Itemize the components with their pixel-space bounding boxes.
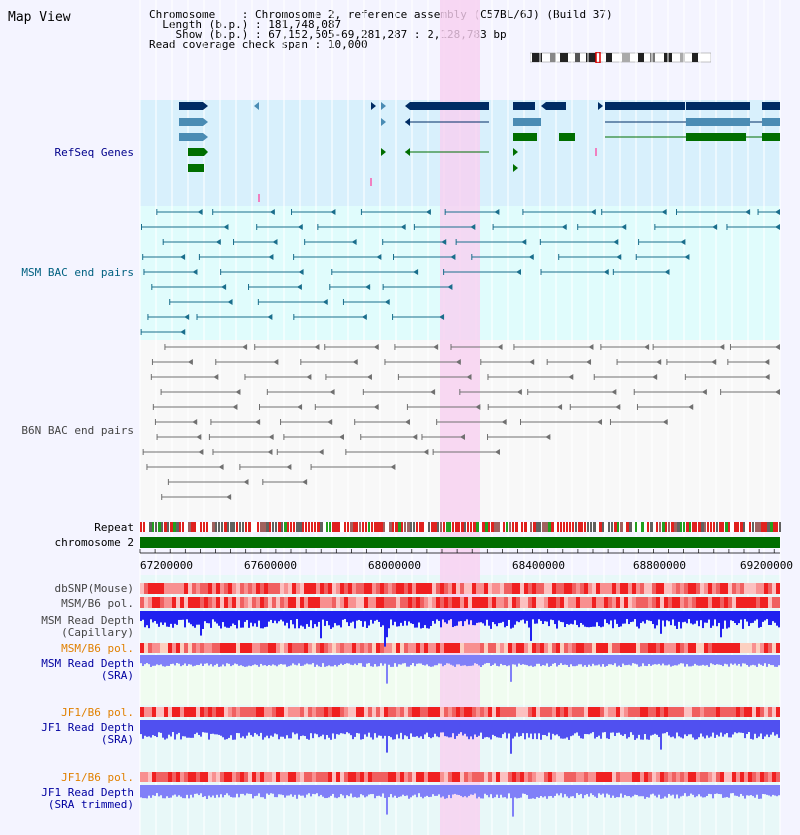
length-value: 181,748,087 — [268, 18, 342, 31]
track-label-repeat[interactable]: Repeat — [94, 521, 134, 534]
msm-bac-pairs[interactable] — [140, 209, 780, 335]
track-label-msm-bac[interactable]: MSM BAC end pairs — [21, 266, 134, 279]
chromosome-key: Chromosome — [149, 8, 216, 21]
position-axis: 67200000 67600000 68000000 68400000 6880… — [139, 549, 793, 572]
track-label-msm-pol-2[interactable]: MSM/B6 pol. — [61, 642, 134, 655]
track-label-msm-depth-sra[interactable]: MSM Read Depth — [41, 657, 134, 670]
refseq-genes[interactable] — [179, 102, 780, 202]
track-label-b6n-bac[interactable]: B6N BAC end pairs — [21, 424, 134, 437]
axis-tick-2: 67600000 — [244, 559, 297, 572]
heat-tracks[interactable] — [140, 583, 780, 782]
track-label-jf1-depth-sra[interactable]: JF1 Read Depth — [41, 721, 134, 734]
track-label-jf1-pol[interactable]: JF1/B6 pol. — [61, 706, 134, 719]
selection-highlight[interactable] — [440, 0, 480, 835]
track-label-msm-depth-sra-sub: (SRA) — [100, 669, 134, 682]
chromosome-bar[interactable] — [140, 537, 780, 548]
length-key: Length (b.p.) — [162, 18, 249, 31]
axis-tick-6: 69200000 — [740, 559, 793, 572]
track-label-refseq[interactable]: RefSeq Genes — [54, 146, 134, 159]
track-label-msm-depth-cap[interactable]: MSM Read Depth — [41, 614, 134, 627]
axis-tick-4: 68400000 — [512, 559, 565, 572]
track-label-chromosome[interactable]: chromosome 2 — [54, 536, 134, 549]
track-label-jf1-depth-trim[interactable]: JF1 Read Depth — [41, 786, 134, 799]
axis-tick-5: 68800000 — [633, 559, 686, 572]
track-label-jf1-depth-trim-sub: (SRA trimmed) — [47, 798, 134, 811]
b6n-bac-pairs[interactable] — [142, 344, 780, 500]
track-label-msm-pol[interactable]: MSM/B6 pol. — [61, 597, 134, 610]
page-title: Map View — [8, 10, 71, 25]
track-label-dbsnp[interactable]: dbSNP(Mouse) — [54, 582, 134, 595]
depth-tracks[interactable] — [140, 611, 780, 817]
repeat-track[interactable] — [140, 522, 781, 532]
show-key: Show (b.p.) — [175, 28, 249, 41]
axis-tick-1: 67200000 — [140, 559, 193, 572]
track-label-jf1-depth-sra-sub: (SRA) — [100, 733, 134, 746]
track-label-msm-depth-cap-sub: (Capillary) — [61, 626, 134, 639]
axis-tick-3: 68000000 — [368, 559, 421, 572]
track-label-jf1-pol-2[interactable]: JF1/B6 pol. — [61, 771, 134, 784]
span-key: Read coverage check span — [149, 38, 308, 51]
